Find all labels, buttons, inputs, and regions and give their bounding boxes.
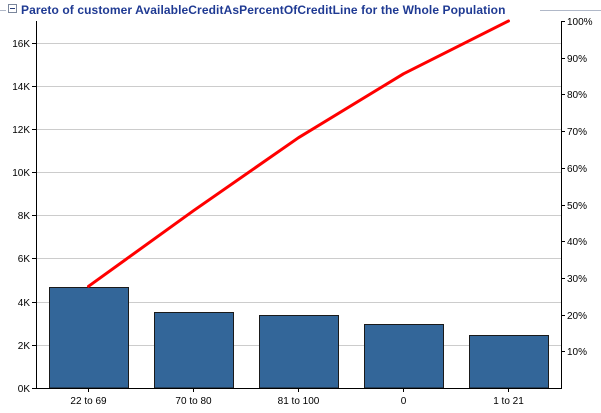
- x-axis-ticks: 22 to 69 70 to 80 81 to 100 0 1 to 21: [70, 388, 524, 407]
- y-right-tick-label-8: 90%: [567, 54, 587, 65]
- y-right-tick-label-1: 20%: [567, 311, 587, 322]
- x-tick-label-1: 70 to 80: [175, 396, 212, 407]
- bar-3: [364, 324, 444, 389]
- y-left-tick-label-2: 4K: [18, 298, 31, 309]
- y-left-tick-label-4: 8K: [18, 211, 31, 222]
- y-axis-right-ticks: 10% 20% 30% 40% 50% 60% 70% 80% 90% 100%: [561, 17, 593, 358]
- bar-series: [49, 287, 549, 389]
- y-axis-left-ticks: 0K 2K 4K 6K 8K 10K 12K 14K 16K: [12, 39, 37, 395]
- x-tick-label-2: 81 to 100: [278, 396, 320, 407]
- y-left-tick-label-8: 16K: [12, 39, 30, 50]
- y-right-tick-label-7: 80%: [567, 90, 587, 101]
- chart-title: Pareto of customer AvailableCreditAsPerc…: [21, 3, 506, 17]
- y-right-tick-label-0: 10%: [567, 347, 587, 358]
- y-left-tick-label-3: 6K: [18, 254, 31, 265]
- cumulative-line: [87, 19, 510, 288]
- bar-1: [154, 312, 234, 389]
- minus-square-icon[interactable]: [8, 4, 17, 13]
- header-rule-left: [0, 10, 6, 11]
- panel-header: Pareto of customer AvailableCreditAsPerc…: [0, 0, 601, 20]
- y-left-tick-label-6: 12K: [12, 125, 30, 136]
- x-tick-label-0: 22 to 69: [70, 396, 107, 407]
- cumulative-line-series: [87, 19, 510, 288]
- y-left-tick-label-0: 0K: [18, 384, 31, 395]
- bar-4: [469, 335, 549, 389]
- y-right-tick-label-4: 50%: [567, 201, 587, 212]
- header-rule-right: [540, 10, 601, 11]
- x-tick-label-3: 0: [401, 396, 407, 407]
- y-left-tick-label-7: 14K: [12, 82, 30, 93]
- y-right-tick-label-9: 100%: [567, 17, 593, 28]
- y-right-tick-label-5: 60%: [567, 164, 587, 175]
- y-right-tick-label-6: 70%: [567, 127, 587, 138]
- y-right-tick-label-3: 40%: [567, 237, 587, 248]
- x-tick-label-4: 1 to 21: [493, 396, 524, 407]
- bar-0: [49, 287, 129, 389]
- y-left-tick-label-5: 10K: [12, 168, 30, 179]
- y-left-tick-label-1: 2K: [18, 341, 31, 352]
- y-right-tick-label-2: 30%: [567, 274, 587, 285]
- bar-2: [259, 315, 339, 389]
